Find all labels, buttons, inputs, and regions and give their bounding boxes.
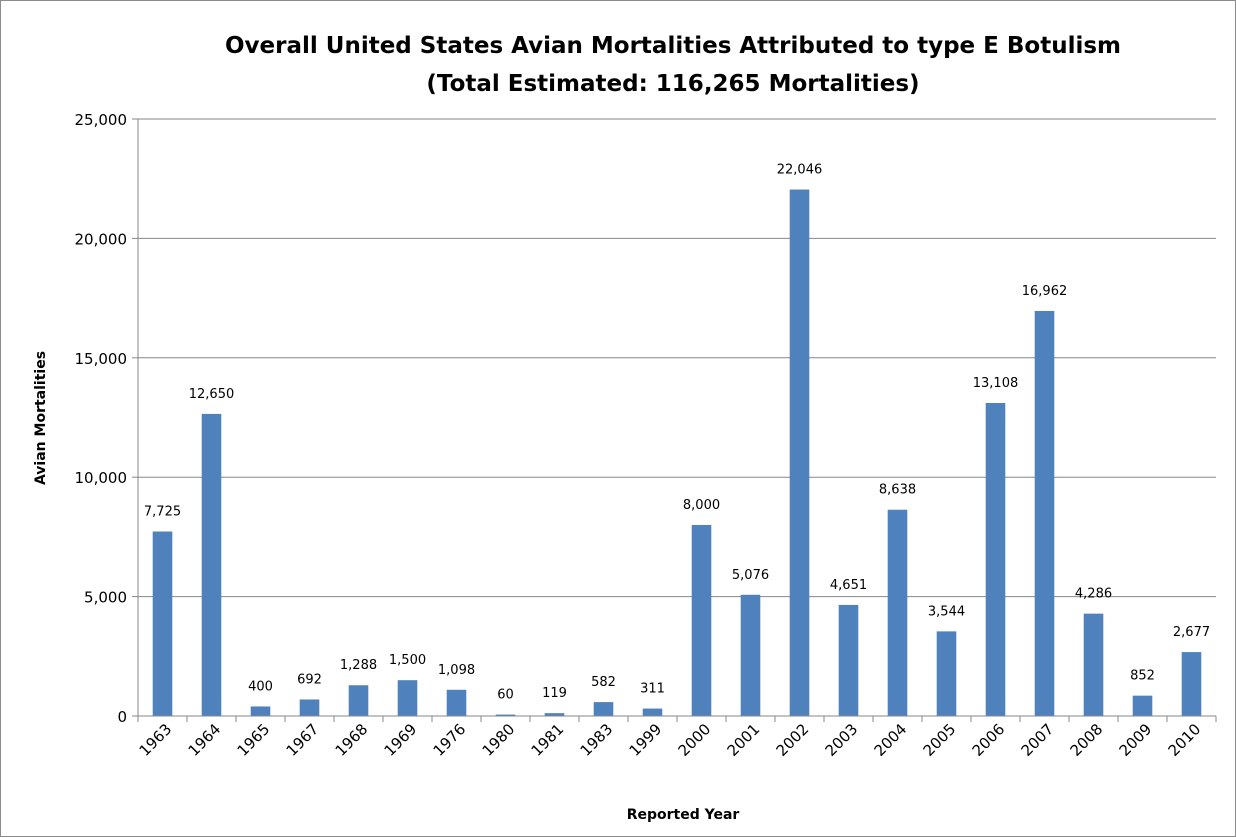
data-label-1969: 1,500 <box>389 653 426 668</box>
x-tick-label-2010: 2010 <box>1165 720 1205 760</box>
x-tick-label-2006: 2006 <box>969 720 1009 760</box>
y-tick-label: 5,000 <box>84 589 127 607</box>
x-tick-label-2007: 2007 <box>1018 720 1058 760</box>
x-tick-label-1963: 1963 <box>136 720 176 760</box>
x-tick-label-2004: 2004 <box>871 720 911 760</box>
data-label-2004: 8,638 <box>879 483 916 498</box>
data-label-1980: 60 <box>497 688 514 703</box>
x-tick-label-1980: 1980 <box>479 720 519 760</box>
bar-1981 <box>544 713 565 716</box>
x-tick-label-1968: 1968 <box>332 720 372 760</box>
data-label-1976: 1,098 <box>438 663 475 678</box>
chart-title: Overall United States Avian Mortalities … <box>225 33 1121 59</box>
bar-2001 <box>740 594 761 716</box>
data-label-2002: 22,046 <box>777 163 823 178</box>
x-tick-label-2002: 2002 <box>773 720 813 760</box>
x-tick-label-1999: 1999 <box>626 720 666 760</box>
data-label-2009: 852 <box>1130 669 1155 684</box>
y-tick-label: 20,000 <box>75 230 128 248</box>
bar-1965 <box>250 706 271 716</box>
data-label-1999: 311 <box>640 682 665 697</box>
gridlines <box>138 118 1216 598</box>
bar-2007 <box>1034 310 1055 716</box>
data-label-2008: 4,286 <box>1075 587 1112 602</box>
data-label-1965: 400 <box>248 679 273 694</box>
bar-1964 <box>201 413 222 716</box>
y-tick-label: 25,000 <box>75 111 128 129</box>
bar-1983 <box>593 702 614 716</box>
x-tick-label-1967: 1967 <box>283 720 323 760</box>
bar-2009 <box>1132 695 1153 716</box>
x-tick-label-1969: 1969 <box>381 720 421 760</box>
x-tick-label-1964: 1964 <box>185 720 225 760</box>
chart-subtitle: (Total Estimated: 116,265 Mortalities) <box>426 71 919 97</box>
bar-2010 <box>1181 652 1202 716</box>
x-tick-label-2009: 2009 <box>1116 720 1156 760</box>
bar-1976 <box>446 689 467 716</box>
bar-2003 <box>838 604 859 716</box>
data-label-1968: 1,288 <box>340 658 377 673</box>
bar-2000 <box>691 524 712 716</box>
data-label-2001: 5,076 <box>732 568 769 583</box>
x-tick-label-2001: 2001 <box>724 720 764 760</box>
bars <box>152 189 1202 717</box>
data-label-2000: 8,000 <box>683 498 720 513</box>
x-tick-label-1981: 1981 <box>528 720 568 760</box>
y-tick-labels: 0 5,000 10,000 15,000 20,000 25,000 <box>75 111 128 726</box>
bar-1969 <box>397 680 418 716</box>
data-label-2007: 16,962 <box>1022 284 1068 299</box>
bar-2004 <box>887 509 908 716</box>
x-tick-label-1983: 1983 <box>577 720 617 760</box>
bar-2006 <box>985 402 1006 716</box>
x-tick-label-2005: 2005 <box>920 720 960 760</box>
y-axis-title: Avian Mortalities <box>33 351 49 485</box>
data-labels: 7,725 12,650 400 692 1,288 1,500 1,098 60 119 582… <box>144 163 1210 703</box>
bar-1967 <box>299 699 320 716</box>
data-label-1981: 119 <box>542 686 567 701</box>
data-label-2006: 13,108 <box>973 376 1019 391</box>
x-axis-title: Reported Year <box>627 807 740 823</box>
bar-2002 <box>789 189 810 717</box>
bar-2008 <box>1083 613 1104 716</box>
bar-1980 <box>495 714 516 716</box>
bar-1999 <box>642 708 663 716</box>
data-label-1983: 582 <box>591 675 616 690</box>
data-label-2003: 4,651 <box>830 578 867 593</box>
x-tick-label-1976: 1976 <box>430 720 470 760</box>
y-tick-label: 10,000 <box>75 469 128 487</box>
data-label-1964: 12,650 <box>189 387 235 402</box>
y-tick-label: 15,000 <box>75 350 128 368</box>
x-tick-label-2000: 2000 <box>675 720 715 760</box>
x-tick-label-2008: 2008 <box>1067 720 1107 760</box>
x-tick-label-2003: 2003 <box>822 720 862 760</box>
data-label-1967: 692 <box>297 672 322 687</box>
bar-2005 <box>936 631 957 716</box>
y-tick-label: 0 <box>117 708 127 726</box>
x-tick-labels: 1963 1964 1965 1967 1968 1969 1976 1980 1981 1983… <box>136 720 1205 760</box>
data-label-1963: 7,725 <box>144 505 181 520</box>
x-tick-label-1965: 1965 <box>234 720 274 760</box>
data-label-2005: 3,544 <box>928 604 965 619</box>
axes <box>132 118 1217 722</box>
data-label-2010: 2,677 <box>1173 625 1210 640</box>
bar-1963 <box>152 531 173 716</box>
bar-1968 <box>348 685 369 716</box>
